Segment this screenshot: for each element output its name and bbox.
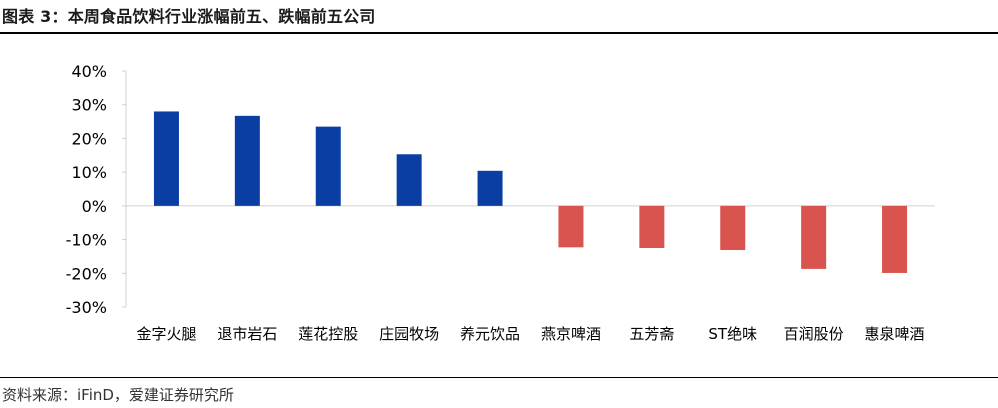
category-label: 养元饮品 [460,325,520,343]
y-tick-label: 10% [71,163,107,182]
category-labels: 金字火腿 退市岩石 莲花控股 庄园牧场 养元饮品 燕京啤酒 五芳斋 ST绝味 百润股份 惠泉啤酒 [136,325,924,343]
bar-3 [315,126,341,206]
bar-chart: 40% 30% 20% 10% 0% -10% -20% -30% 金字火腿 退市岩石 莲花控股 庄… [66,62,935,343]
bar-5 [477,170,503,206]
top-rule [0,32,998,34]
y-tick-label: -10% [66,231,107,250]
y-tick-labels: 40% 30% 20% 10% 0% -10% -20% -30% [66,62,126,317]
category-label: ST绝味 [708,325,757,343]
category-label: 百润股份 [784,325,844,343]
category-label: 惠泉啤酒 [865,325,925,343]
y-tick-label: -20% [66,264,107,283]
category-label: 五芳斋 [629,325,674,343]
y-tick-label: -30% [66,298,107,317]
category-label: 莲花控股 [298,325,358,343]
category-label: 退市岩石 [217,325,277,343]
bar-8 [720,205,746,251]
bar-9 [801,205,827,269]
bar-6 [558,205,584,248]
category-label: 金字火腿 [136,325,196,343]
y-tick-label: 30% [71,96,107,115]
y-tick-label: 40% [71,62,107,81]
bar-4 [396,154,422,206]
y-tick-label: 20% [71,129,107,148]
category-label: 燕京啤酒 [541,325,601,343]
bottom-rule [0,377,998,378]
y-axis-line [125,71,935,307]
figure-title: 图表 3：本周食品饮料行业涨幅前五、跌幅前五公司 [2,7,376,26]
source-note: 资料来源：iFinD，爱建证券研究所 [2,386,234,404]
category-label: 庄园牧场 [379,325,439,343]
bars [153,111,908,273]
bar-2 [234,115,260,206]
bar-10 [882,205,908,273]
bar-7 [639,205,665,248]
y-tick-label: 0% [82,197,107,216]
bar-1 [153,111,179,206]
